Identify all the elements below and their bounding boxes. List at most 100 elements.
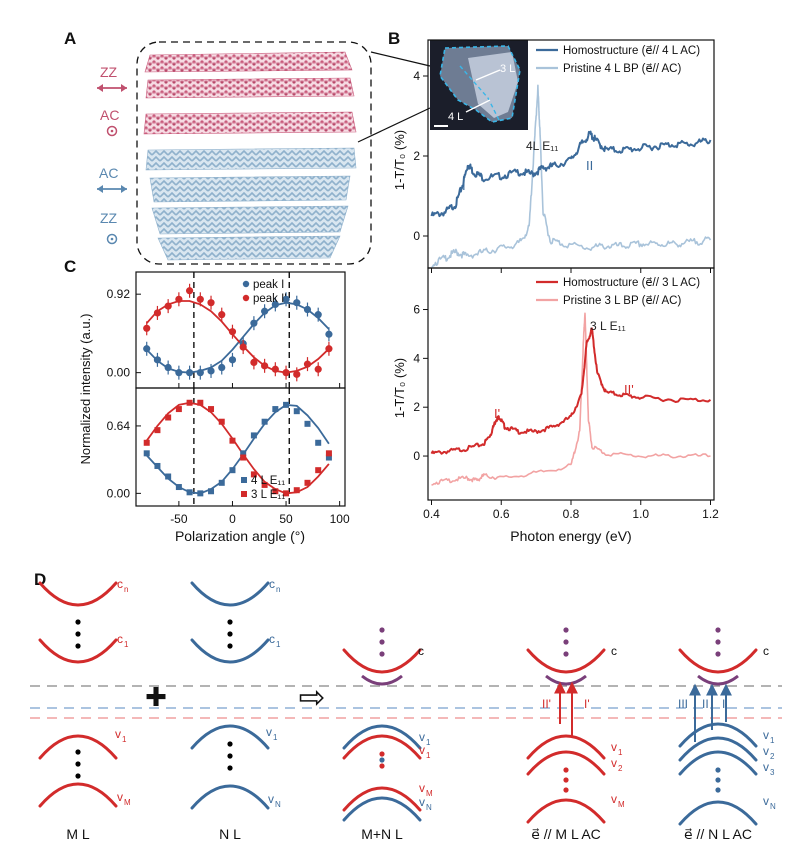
annot-peak-ii-prime: II' <box>624 382 634 397</box>
svg-text:N: N <box>275 800 281 809</box>
data-point <box>250 432 257 439</box>
svg-text:1: 1 <box>276 640 281 649</box>
band-vm <box>526 798 606 824</box>
data-point <box>175 369 183 377</box>
plot-b-top: 0 2 4 <box>413 69 712 273</box>
band-dot <box>75 631 81 637</box>
data-point <box>207 299 215 307</box>
ac-bottom-label: AC <box>99 165 118 181</box>
data-point <box>143 324 151 332</box>
right-arrow-icon: ⇨ <box>299 679 326 715</box>
data-point <box>186 399 193 406</box>
plot-c-top-legend: peak I peak I' <box>242 279 287 305</box>
panel-d: D ✚ ⇨ c n c 1 v 1 v M M L c n c 1 v 1 v <box>30 570 782 842</box>
transition-i: I <box>722 697 725 711</box>
x-tick-label-0: 0.4 <box>423 507 440 521</box>
data-point <box>239 343 247 351</box>
band-v1 <box>190 724 270 750</box>
svg-text:1: 1 <box>426 751 431 760</box>
annot-peak-i-prime: I' <box>494 406 500 421</box>
svg-text:1: 1 <box>122 735 127 744</box>
data-point <box>304 479 311 486</box>
plot-b-top-legend: Homostructure (e⃗// 4 L AC) Pristine 4 L… <box>536 44 700 75</box>
svg-text:2: 2 <box>770 752 775 761</box>
data-point <box>261 481 268 488</box>
data-point <box>197 399 204 406</box>
data-point <box>175 295 183 303</box>
svg-text:1: 1 <box>618 748 623 757</box>
data-point <box>186 489 193 496</box>
data-point <box>315 467 322 474</box>
data-point <box>153 356 162 364</box>
svg-text:c: c <box>117 632 123 646</box>
band-dot <box>379 627 385 633</box>
data-point <box>143 439 150 446</box>
svg-text:1: 1 <box>273 733 278 742</box>
svg-text:v: v <box>419 781 425 795</box>
data-point <box>283 401 290 408</box>
band-vn-blue <box>342 796 422 822</box>
svg-text:c: c <box>611 644 617 658</box>
microscope-inset: 3 L 4 L <box>430 40 528 130</box>
data-point <box>271 365 279 373</box>
band-v2 <box>526 750 606 776</box>
ac-top-label: AC <box>100 107 119 123</box>
y-tick-label-1: 2 <box>413 149 420 163</box>
data-point <box>197 490 204 497</box>
group-nl-labels: c n c 1 v 1 v N N L <box>219 577 281 842</box>
plot-b-bottom-legend: Homostructure (e⃗// 3 L AC) Pristine 3 L… <box>536 276 700 307</box>
panel-c-label: C <box>64 257 76 276</box>
y-tick-label-2: 4 <box>413 69 420 83</box>
data-point <box>228 356 237 364</box>
band-dot <box>379 751 385 757</box>
caption-eml: e⃗ // M L AC <box>531 826 601 842</box>
x-tick-label-3: 1.0 <box>632 507 649 521</box>
plot-c-bottom-frame <box>135 387 346 507</box>
data-point <box>240 454 247 461</box>
band-vn <box>678 800 758 826</box>
y-tick-label-1: 0.64 <box>107 419 131 433</box>
band-v1 <box>38 734 118 760</box>
svg-text:v: v <box>419 795 425 809</box>
data-point <box>314 311 322 319</box>
series-line-0 <box>430 130 712 218</box>
data-point <box>293 299 301 307</box>
data-point <box>196 295 204 303</box>
band-dot <box>75 773 81 779</box>
svg-text:c: c <box>269 577 275 591</box>
red-lattice-layers <box>143 51 357 135</box>
plot-b-xlabel: Photon energy (eV) <box>510 528 631 544</box>
data-point <box>165 414 172 421</box>
svg-text:n: n <box>276 585 280 594</box>
band-c-mixed <box>361 674 403 686</box>
svg-text:v: v <box>611 740 617 754</box>
zz-bottom-label: ZZ <box>100 210 118 226</box>
y-tick-label-1: 0.92 <box>107 287 131 301</box>
y-tick-label-0: 0.00 <box>107 486 131 500</box>
svg-text:v: v <box>611 756 617 770</box>
zz-top-label: ZZ <box>100 64 118 80</box>
x-tick-label-1: 0.6 <box>493 507 510 521</box>
svg-text:v: v <box>268 792 274 806</box>
svg-text:v: v <box>763 760 769 774</box>
band-c-red <box>678 648 758 674</box>
data-point <box>175 484 182 491</box>
data-point <box>325 345 333 353</box>
legend-b-top-0: Homostructure (e⃗// 4 L AC) <box>563 44 700 57</box>
data-point <box>304 420 311 427</box>
data-point <box>250 471 257 478</box>
band-dot <box>715 651 721 657</box>
legend-c-peak-i: peak I <box>253 279 284 291</box>
band-c-red <box>526 648 606 674</box>
plot-c-bottom-legend: 4 L E₁₁ 3 L E₁₁ <box>241 475 285 501</box>
svg-text:v: v <box>115 727 121 741</box>
x-tick-label-3: 100 <box>330 512 350 526</box>
svg-text:M: M <box>124 798 131 807</box>
band-v1-red <box>342 734 422 760</box>
data-point <box>283 490 290 497</box>
svg-text:n: n <box>124 585 128 594</box>
plot-c-bottom: 0.00 0.64 -50 0 50 100 <box>107 388 350 526</box>
zz-top-arrowheads <box>97 84 127 92</box>
svg-text:c: c <box>269 632 275 646</box>
svg-text:v: v <box>763 728 769 742</box>
